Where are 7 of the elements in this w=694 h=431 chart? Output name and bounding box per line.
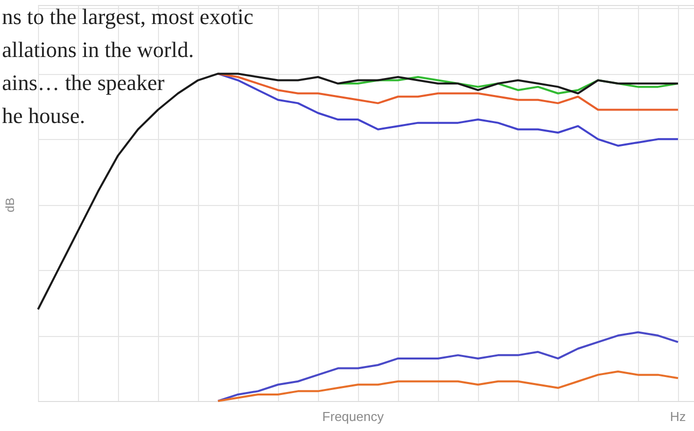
x-axis-title: Frequency <box>322 409 384 424</box>
text: Hz <box>670 409 686 424</box>
y-axis-title: dB <box>3 198 17 212</box>
annotation: ains… the speaker <box>2 70 166 95</box>
text: allations in the world. <box>2 37 194 62</box>
annotation: he house. <box>2 103 86 128</box>
text: ns to the largest, most exotic <box>2 4 254 29</box>
